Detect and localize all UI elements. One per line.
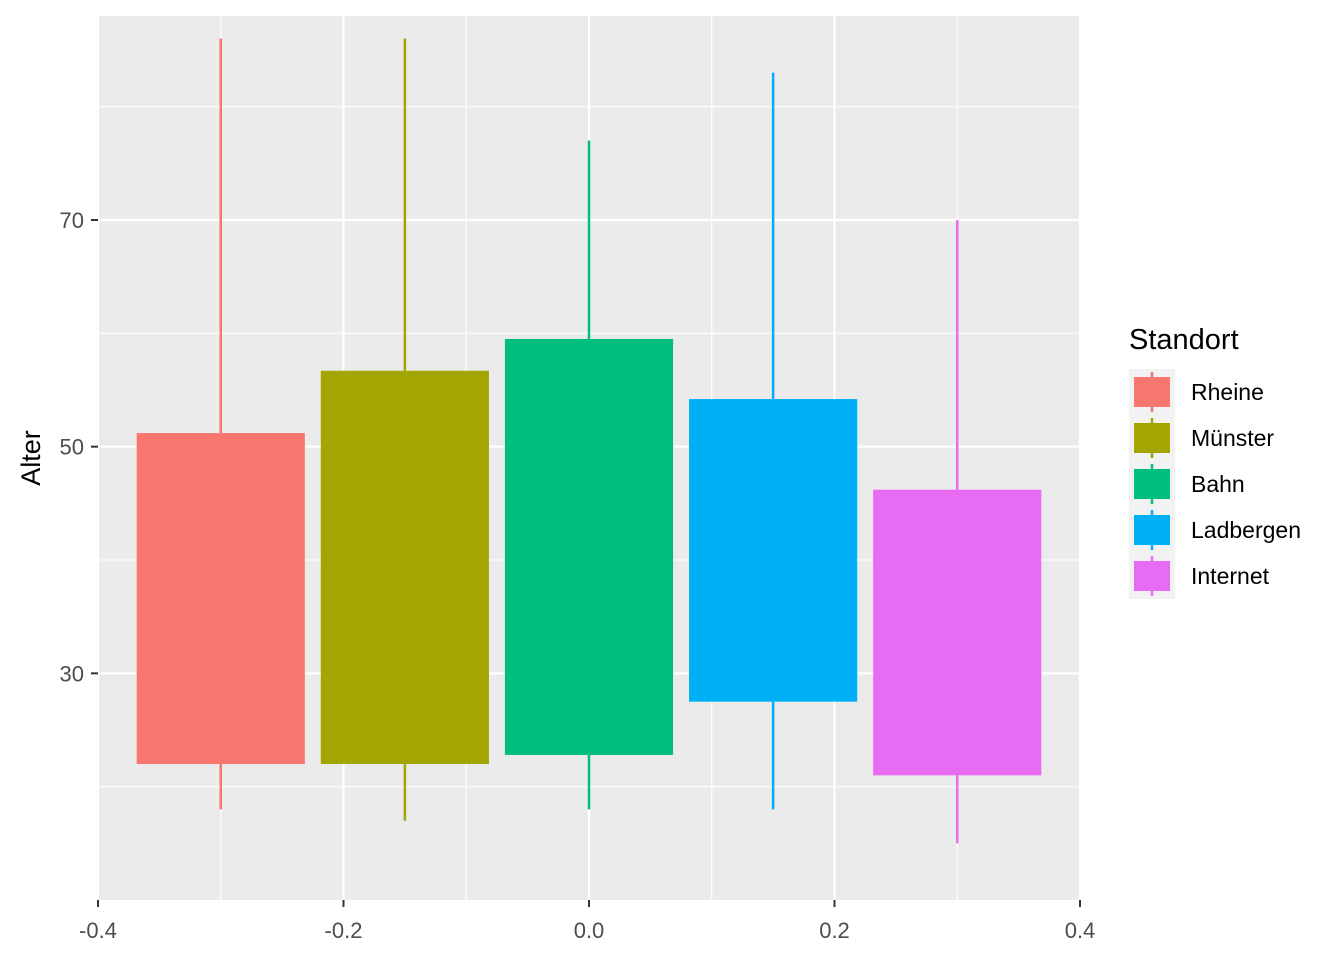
legend: Standort Rheine Münster Bahn Ladbergen Inter… [1129, 324, 1301, 599]
legend-key-box [1134, 561, 1170, 591]
box-m-nster [320, 38, 489, 821]
box-body [873, 489, 1042, 776]
legend-key-box [1134, 515, 1170, 545]
x-tick-label: -0.4 [79, 918, 117, 943]
legend-label: Münster [1191, 425, 1274, 451]
y-tick-label: 50 [60, 435, 84, 460]
box-bahn [504, 140, 674, 810]
legend-item: Ladbergen [1134, 510, 1301, 550]
legend-key-box [1134, 469, 1170, 499]
boxplot-series [136, 38, 1042, 844]
legend-label: Bahn [1191, 471, 1245, 497]
box-ladbergen [689, 72, 858, 810]
legend-title: Standort [1129, 324, 1239, 356]
legend-label: Internet [1191, 563, 1270, 589]
box-body [136, 433, 305, 764]
legend-items: Rheine Münster Bahn Ladbergen Internet [1134, 372, 1301, 596]
legend-key-box [1134, 423, 1170, 453]
legend-label: Rheine [1191, 379, 1264, 405]
box-internet [873, 220, 1042, 844]
x-tick-label: 0.2 [819, 918, 850, 943]
box-body [689, 399, 858, 702]
legend-item: Rheine [1134, 372, 1264, 412]
y-tick-label: 30 [60, 661, 84, 686]
legend-item: Internet [1134, 556, 1270, 596]
box-rheine [136, 38, 305, 810]
x-tick-label: 0.0 [574, 918, 605, 943]
legend-item: Münster [1134, 418, 1274, 458]
x-tick-label: -0.2 [325, 918, 363, 943]
legend-key-box [1134, 377, 1170, 407]
legend-item: Bahn [1134, 464, 1245, 504]
x-tick-label: 0.4 [1065, 918, 1096, 943]
legend-label: Ladbergen [1191, 517, 1301, 543]
box-body [320, 370, 489, 764]
y-axis-title: Alter [16, 430, 46, 486]
x-axis: -0.4 -0.2 0.0 0.2 0.4 [79, 900, 1095, 943]
box-body [504, 339, 674, 755]
y-axis: 30 50 70 [60, 208, 98, 686]
y-tick-label: 70 [60, 208, 84, 233]
